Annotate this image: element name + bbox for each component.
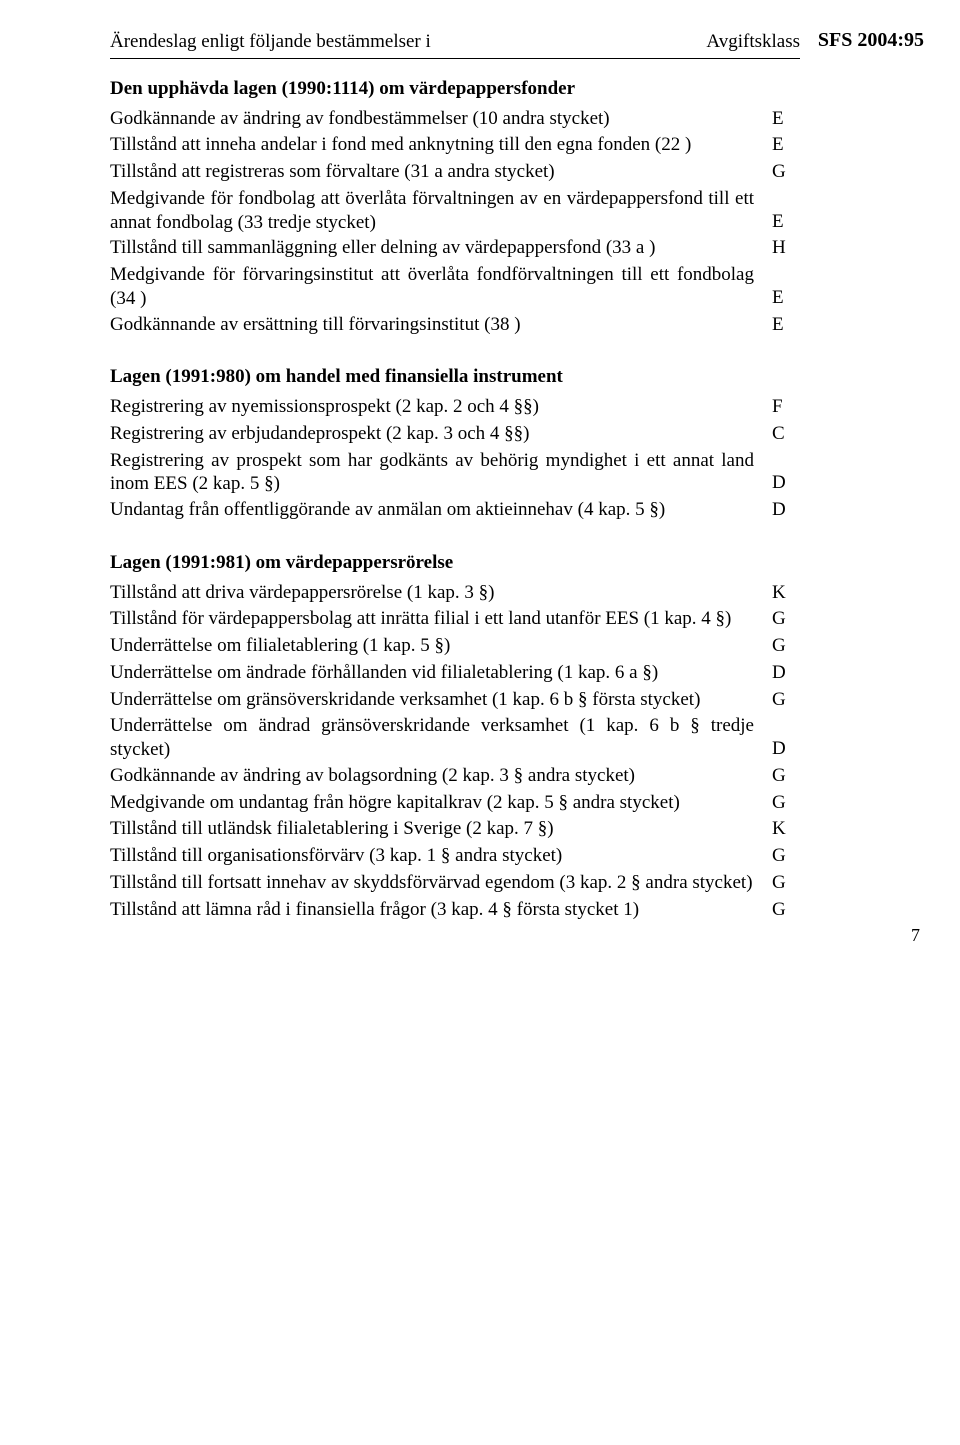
- row-text: Underrättelse om ändrade förhållanden vi…: [110, 661, 772, 685]
- table-row: Tillstånd till sammanläggning eller deln…: [110, 236, 800, 261]
- table-row: Tillstånd att registreras som förvaltare…: [110, 160, 800, 185]
- row-class: C: [772, 422, 800, 447]
- row-class: G: [772, 634, 800, 659]
- row-text: Tillstånd att registreras som förvaltare…: [110, 160, 772, 184]
- row-text: Godkännande av ändring av bolagsordning …: [110, 764, 772, 788]
- sfs-reference: SFS 2004:95: [818, 28, 924, 53]
- table-row: Underrättelse om filialetablering (1 kap…: [110, 634, 800, 659]
- header-right: Avgiftsklass: [706, 30, 800, 54]
- row-class: K: [772, 581, 800, 606]
- row-class: G: [772, 160, 800, 185]
- page-number: 7: [911, 924, 920, 947]
- table-row: Tillstånd till utländsk filialetablering…: [110, 817, 800, 842]
- row-text: Medgivande om undantag från högre kapita…: [110, 791, 772, 815]
- row-class: G: [772, 844, 800, 869]
- section-title: Lagen (1991:980) om handel med finansiel…: [110, 365, 800, 389]
- table-row: Medgivande för fondbolag att överlåta fö…: [110, 187, 800, 235]
- row-class: G: [772, 764, 800, 789]
- table-header-row: Ärendeslag enligt följande bestämmelser …: [110, 30, 800, 59]
- row-text: Underrättelse om gränsöverskridande verk…: [110, 688, 772, 712]
- table-row: Tillstånd för värdepappersbolag att inrä…: [110, 607, 800, 632]
- row-class: D: [772, 471, 800, 496]
- row-class: G: [772, 688, 800, 713]
- row-text: Registrering av nyemissionsprospekt (2 k…: [110, 395, 772, 419]
- row-text: Registrering av prospekt som har godkänt…: [110, 449, 772, 497]
- table-row: Tillstånd att lämna råd i finansiella fr…: [110, 898, 800, 923]
- row-text: Tillstånd för värdepappersbolag att inrä…: [110, 607, 772, 631]
- row-class: D: [772, 737, 800, 762]
- row-class: G: [772, 898, 800, 923]
- row-text: Tillstånd till utländsk filialetablering…: [110, 817, 772, 841]
- table-row: Registrering av erbjudandeprospekt (2 ka…: [110, 422, 800, 447]
- row-text: Underrättelse om ändrad gränsöverskridan…: [110, 714, 772, 762]
- table-row: Godkännande av ändring av bolagsordning …: [110, 764, 800, 789]
- row-class: H: [772, 236, 800, 261]
- row-class: K: [772, 817, 800, 842]
- table-row: Underrättelse om gränsöverskridande verk…: [110, 688, 800, 713]
- row-text: Tillstånd att lämna råd i finansiella fr…: [110, 898, 772, 922]
- table-row: Underrättelse om ändrad gränsöverskridan…: [110, 714, 800, 762]
- row-text: Godkännande av ersättning till förvaring…: [110, 313, 772, 337]
- header-left: Ärendeslag enligt följande bestämmelser …: [110, 30, 431, 54]
- row-class: G: [772, 607, 800, 632]
- table-row: Registrering av prospekt som har godkänt…: [110, 449, 800, 497]
- table-row: Underrättelse om ändrade förhållanden vi…: [110, 661, 800, 686]
- row-text: Medgivande för fondbolag att överlåta fö…: [110, 187, 772, 235]
- table-row: Tillstånd att inneha andelar i fond med …: [110, 133, 800, 158]
- row-text: Undantag från offentliggörande av anmäla…: [110, 498, 772, 522]
- table-row: Medgivande om undantag från högre kapita…: [110, 791, 800, 816]
- row-text: Tillstånd att driva värdepappersrörelse …: [110, 581, 772, 605]
- row-class: E: [772, 210, 800, 235]
- row-class: E: [772, 313, 800, 338]
- table-row: Tillstånd till organisationsförvärv (3 k…: [110, 844, 800, 869]
- table-row: Godkännande av ändring av fondbestämmels…: [110, 107, 800, 132]
- table-row: Registrering av nyemissionsprospekt (2 k…: [110, 395, 800, 420]
- row-text: Tillstånd till sammanläggning eller deln…: [110, 236, 772, 260]
- section-title: Den upphävda lagen (1990:1114) om värdep…: [110, 77, 800, 101]
- table-row: Godkännande av ersättning till förvaring…: [110, 313, 800, 338]
- row-class: E: [772, 286, 800, 311]
- row-class: G: [772, 871, 800, 896]
- row-text: Medgivande för förvaringsinstitut att öv…: [110, 263, 772, 311]
- row-class: E: [772, 133, 800, 158]
- table-row: Undantag från offentliggörande av anmäla…: [110, 498, 800, 523]
- row-text: Godkännande av ändring av fondbestämmels…: [110, 107, 772, 131]
- row-text: Tillstånd till fortsatt innehav av skydd…: [110, 871, 772, 895]
- row-text: Registrering av erbjudandeprospekt (2 ka…: [110, 422, 772, 446]
- table-row: Medgivande för förvaringsinstitut att öv…: [110, 263, 800, 311]
- row-class: E: [772, 107, 800, 132]
- section-title: Lagen (1991:981) om värdepappersrörelse: [110, 551, 800, 575]
- row-text: Underrättelse om filialetablering (1 kap…: [110, 634, 772, 658]
- table-row: Tillstånd till fortsatt innehav av skydd…: [110, 871, 800, 896]
- table-row: Tillstånd att driva värdepappersrörelse …: [110, 581, 800, 606]
- row-class: G: [772, 791, 800, 816]
- row-text: Tillstånd till organisationsförvärv (3 k…: [110, 844, 772, 868]
- sections-container: Den upphävda lagen (1990:1114) om värdep…: [110, 77, 800, 923]
- row-class: F: [772, 395, 800, 420]
- row-class: D: [772, 661, 800, 686]
- row-class: D: [772, 498, 800, 523]
- row-text: Tillstånd att inneha andelar i fond med …: [110, 133, 772, 157]
